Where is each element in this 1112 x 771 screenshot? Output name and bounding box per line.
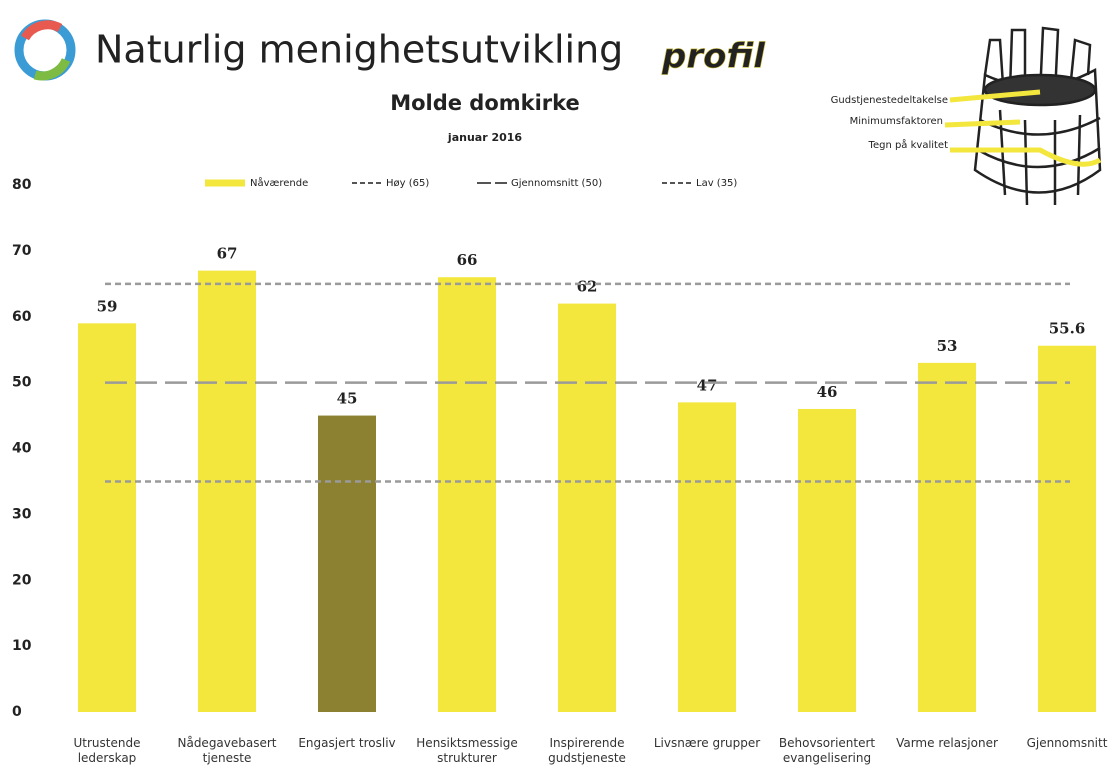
legend-label: Gjennomsnitt (50) — [511, 178, 602, 189]
date: januar 2016 — [447, 131, 522, 144]
logo — [14, 19, 76, 81]
title-suffix: profil — [661, 37, 766, 77]
value-label: 62 — [577, 278, 598, 296]
value-label: 67 — [217, 245, 238, 263]
x-tick-label: Inspirerende gudstjeneste — [548, 736, 626, 765]
legend-label: Nåværende — [250, 176, 308, 189]
subtitle: Molde domkirke — [390, 91, 580, 115]
x-tick-label: Gjennomsnitt — [1026, 736, 1108, 750]
bar — [438, 277, 496, 712]
value-label: 47 — [697, 376, 718, 394]
y-tick-label: 80 — [12, 177, 32, 193]
annotation: Tegn på kvalitet — [868, 138, 949, 151]
value-label: 55.6 — [1049, 320, 1086, 338]
bar — [558, 303, 616, 712]
value-label: 45 — [337, 390, 358, 408]
x-tick-label: Varme relasjoner — [896, 736, 998, 750]
y-tick-label: 50 — [12, 375, 32, 391]
y-tick-label: 0 — [12, 704, 22, 720]
bar — [78, 323, 136, 712]
x-tick-label: Livsnære grupper — [653, 736, 761, 750]
x-tick-label: Utrustende lederskap — [73, 736, 141, 765]
legend-label: Lav (35) — [696, 178, 737, 189]
y-tick-label: 40 — [12, 441, 32, 457]
bar — [918, 362, 976, 712]
bar — [1038, 345, 1096, 712]
y-tick-label: 60 — [12, 309, 32, 325]
y-tick-label: 10 — [12, 638, 32, 654]
bar — [798, 408, 856, 712]
bar — [198, 270, 256, 712]
x-tick-label: Hensiktsmessige strukturer — [416, 736, 518, 765]
chart-title: Naturlig menighetsutvikling — [95, 28, 623, 72]
x-tick-label: Nådegavebasert tjeneste — [177, 736, 277, 765]
legend-label: Høy (65) — [386, 178, 429, 189]
bar — [678, 402, 736, 712]
value-label: 66 — [457, 251, 478, 269]
y-tick-label: 20 — [12, 572, 32, 588]
value-label: 46 — [817, 383, 838, 401]
value-label: 53 — [937, 337, 958, 355]
y-tick-label: 30 — [12, 506, 32, 522]
barrel — [944, 26, 1102, 206]
annotation: Minimumsfaktoren — [850, 116, 943, 127]
x-tick-label: Behovsorientert evangelisering — [778, 736, 876, 765]
bar — [318, 415, 376, 712]
value-label: 59 — [97, 297, 118, 315]
annotation: Gudstjenestedeltakelse — [831, 95, 948, 106]
y-tick-label: 70 — [12, 243, 32, 259]
x-tick-label: Engasjert trosliv — [298, 736, 396, 750]
